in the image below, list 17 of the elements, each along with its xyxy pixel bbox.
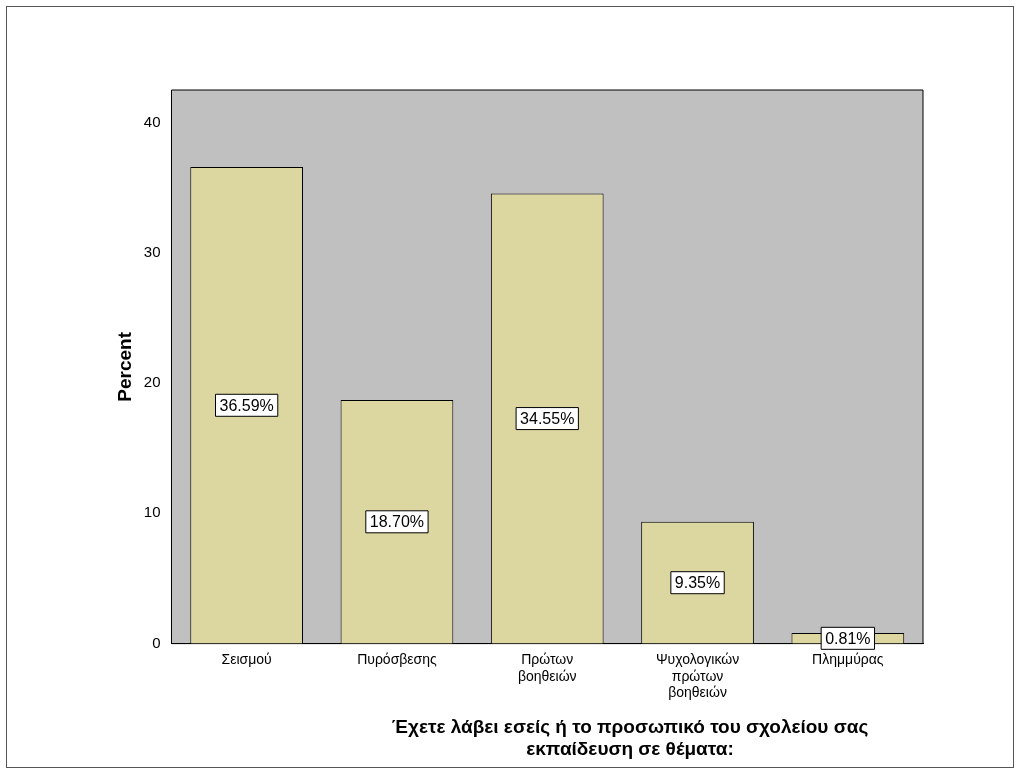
x-tick-label: Σεισμού [221, 650, 272, 667]
x-tick-label: Πρώτων βοηθειών [517, 650, 577, 684]
y-tick-label: 0 [152, 633, 161, 651]
x-axis-title: Έχετε λάβει εσείς ή το προσωπικό του σχολείου σας εκπαίδευση σε θέματα: [390, 716, 870, 760]
x-tick-label: Πυρόσβεσης [357, 650, 437, 667]
data-label: 0.81% [825, 629, 871, 647]
x-tick-label: Πλημμύρας [812, 650, 884, 667]
y-tick-label: 10 [143, 503, 161, 521]
data-label: 36.59% [219, 396, 274, 414]
data-label: 34.55% [520, 409, 575, 427]
y-axis-title: Percent [113, 331, 135, 402]
data-label: 18.70% [369, 513, 425, 531]
y-tick-label: 30 [143, 242, 161, 260]
x-tick-label: Ψυχολογικών πρώτων βοηθειών [655, 650, 740, 701]
y-tick-label: 40 [143, 112, 161, 130]
y-tick-label: 20 [143, 373, 161, 391]
data-label: 9.35% [674, 574, 721, 592]
